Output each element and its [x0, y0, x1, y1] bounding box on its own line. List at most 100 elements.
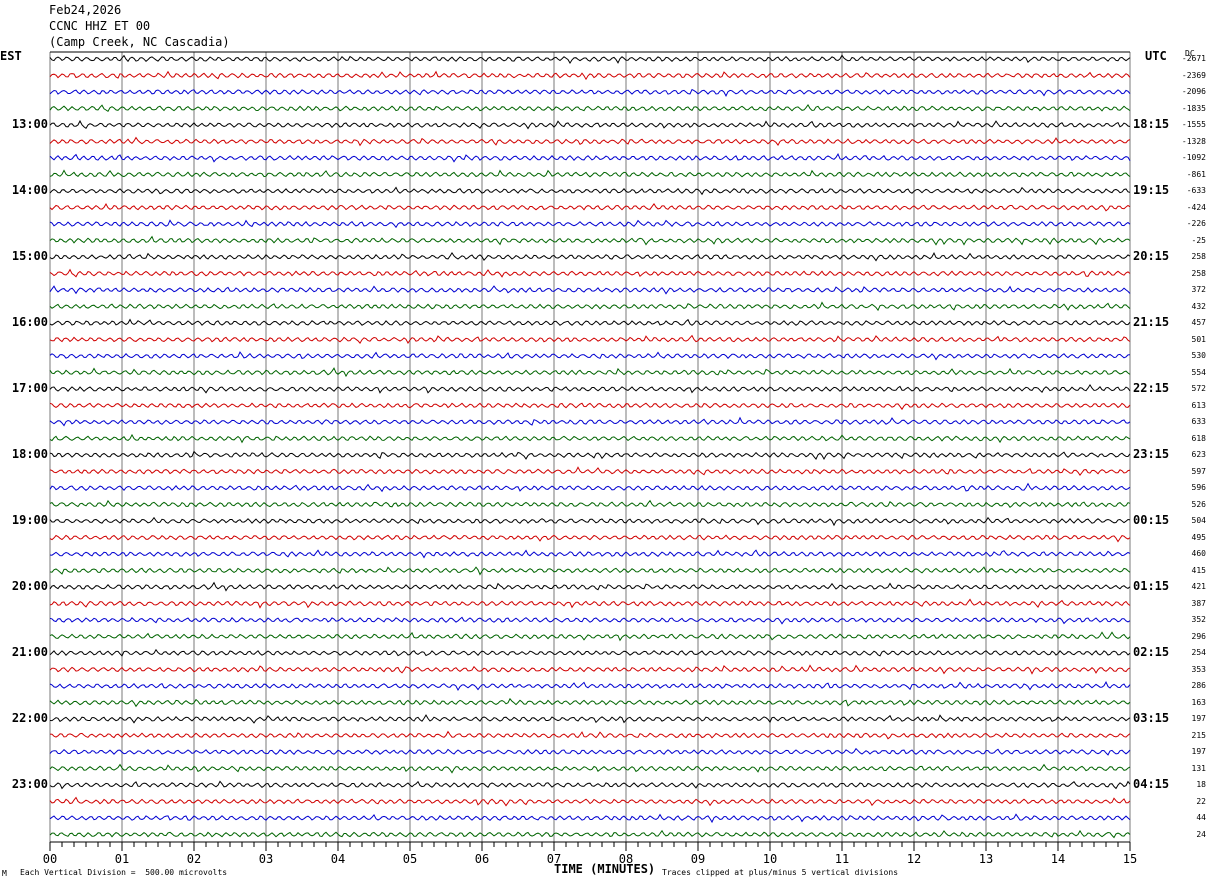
seismic-trace [49, 251, 1131, 262]
right-hour-label: 18:15 [1133, 117, 1170, 131]
seismic-trace [49, 450, 1131, 461]
dc-offset-label: 24 [1196, 829, 1206, 839]
right-hour-label: 22:15 [1133, 381, 1170, 395]
seismic-trace [49, 763, 1131, 774]
seismic-trace [49, 136, 1131, 147]
seismic-trace [49, 664, 1131, 675]
dc-offset-label: 613 [1191, 400, 1206, 410]
dc-offset-label: 623 [1191, 450, 1206, 459]
time-axis: 00 01 02 03 04 05 06 07 08 09 10 11 12 13 14 15 [43, 841, 1137, 866]
dc-offset-label: -2369 [1181, 70, 1206, 80]
left-hour-label: 14:00 [11, 183, 48, 197]
seismic-trace [49, 516, 1131, 527]
right-hour-label: 00:15 [1133, 513, 1170, 527]
seismic-trace [49, 466, 1131, 476]
seismic-traces [49, 54, 1131, 839]
seismic-trace [49, 648, 1131, 657]
seismic-trace [49, 566, 1131, 576]
dc-offset-label: -25 [1191, 235, 1206, 245]
seismic-trace [49, 730, 1131, 740]
seismic-trace [49, 219, 1131, 229]
dc-offset-label: -2096 [1181, 87, 1206, 96]
x-tick-label: 02 [187, 852, 201, 866]
left-hour-label: 15:00 [11, 249, 48, 263]
dc-offset-label: 387 [1191, 598, 1206, 608]
seismic-trace [49, 747, 1131, 756]
left-hour-label: 16:00 [11, 315, 48, 329]
dc-offset-label: 215 [1191, 730, 1206, 740]
x-tick-label: 05 [403, 852, 417, 866]
dc-offset-label: 44 [1196, 813, 1206, 822]
dc-offset-label: 596 [1191, 483, 1206, 492]
seismic-trace [49, 549, 1131, 559]
dc-offset-label: 415 [1191, 565, 1206, 575]
dc-offset-label: 618 [1191, 433, 1206, 443]
dc-offset-label: 597 [1191, 466, 1206, 476]
x-tick-label: 14 [1051, 852, 1065, 866]
dc-offset-label: 572 [1191, 384, 1206, 393]
seismic-trace [49, 103, 1131, 113]
station-label: CCNC HHZ ET 00 [49, 19, 151, 33]
seismic-trace [49, 402, 1131, 411]
dc-offset-label: 254 [1191, 648, 1206, 657]
seismic-trace [49, 581, 1131, 592]
seismic-trace [49, 714, 1131, 724]
dc-offset-label: -424 [1186, 202, 1206, 212]
x-axis-title: TIME (MINUTES) [554, 862, 656, 876]
dc-offset-label: 530 [1191, 351, 1206, 360]
x-tick-label: 07 [547, 852, 561, 866]
seismic-trace [49, 598, 1131, 609]
seismic-trace [49, 202, 1131, 212]
left-hour-label: 21:00 [11, 645, 48, 659]
dc-offset-label: -226 [1186, 219, 1206, 228]
dc-offset-label: 296 [1191, 631, 1206, 641]
seismic-trace [49, 301, 1131, 312]
time-grid [49, 51, 1131, 842]
seismic-trace [49, 416, 1131, 427]
seismic-trace [49, 780, 1131, 790]
right-hour-label: 04:15 [1133, 777, 1170, 791]
seismic-trace [49, 119, 1131, 130]
dc-offset-label: -1835 [1181, 103, 1206, 113]
right-hour-label: 23:15 [1133, 447, 1170, 461]
dc-offset-label: 286 [1191, 681, 1206, 690]
dc-offset-label: 501 [1191, 334, 1206, 344]
dc-offset-label: 18 [1196, 780, 1206, 789]
seismic-trace [49, 235, 1131, 246]
x-tick-label: 00 [43, 852, 57, 866]
seismic-trace [49, 383, 1131, 394]
dc-offset-label: 22 [1196, 796, 1206, 806]
dc-offset-label: 197 [1191, 747, 1206, 756]
seismic-trace [49, 186, 1131, 196]
left-hour-label: 13:00 [11, 117, 48, 131]
left-hour-label: 23:00 [11, 777, 48, 791]
dc-offset-label: -861 [1186, 169, 1206, 179]
left-hour-label: 20:00 [11, 579, 48, 593]
seismic-trace [49, 334, 1131, 344]
right-hour-label: 21:15 [1133, 315, 1170, 329]
x-tick-label: 10 [763, 852, 777, 866]
seismic-trace [49, 285, 1131, 295]
left-timezone-label: EST [0, 49, 22, 63]
dc-offset-label: 372 [1191, 285, 1206, 294]
dc-offset-label: 457 [1191, 318, 1206, 327]
date-label: Feb24,2026 [49, 3, 122, 17]
seismic-trace [49, 813, 1131, 824]
right-timezone-label: UTC [1145, 49, 1167, 63]
x-tick-label: 04 [331, 852, 345, 866]
dc-offset-label: 432 [1191, 301, 1206, 311]
dc-offset-label: -1555 [1181, 120, 1206, 129]
dc-offset-label: 197 [1191, 714, 1206, 723]
dc-offset-label: 353 [1191, 664, 1206, 674]
x-tick-label: 13 [979, 852, 993, 866]
seismic-trace [49, 534, 1131, 543]
corner-mark: M [2, 869, 7, 878]
dc-offset-label: 495 [1191, 532, 1206, 542]
x-tick-label: 06 [475, 852, 489, 866]
x-tick-label: 03 [259, 852, 273, 866]
left-hour-label: 19:00 [11, 513, 48, 527]
dc-offset-label: 352 [1191, 615, 1206, 624]
x-tick-label: 09 [691, 852, 705, 866]
dc-offset-label: -2671 [1181, 54, 1206, 63]
